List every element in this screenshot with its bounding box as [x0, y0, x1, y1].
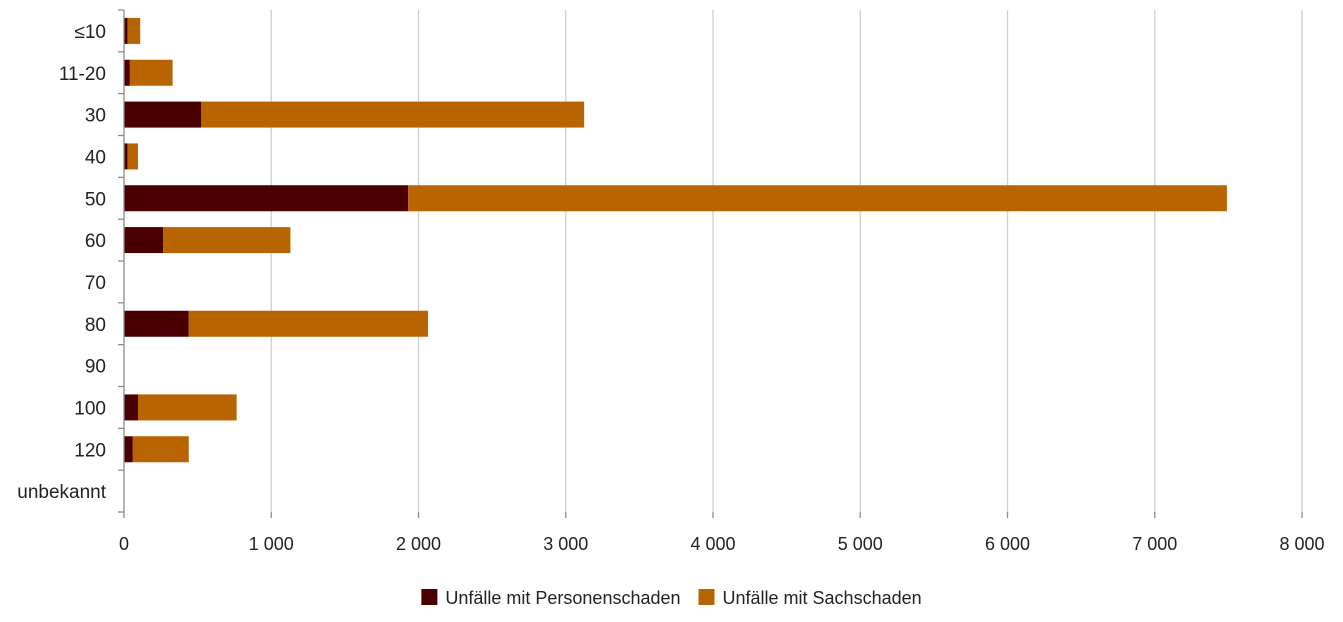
bar-segment-series-2: [137, 394, 237, 421]
bar-segment-series-2: [188, 310, 429, 337]
legend: Unfälle mit Personenschaden Unfälle mit S…: [421, 588, 922, 608]
x-tick-label: 2 000: [396, 534, 441, 554]
legend-label: Unfälle mit Sachschaden: [723, 588, 922, 608]
legend-item: Unfälle mit Personenschaden: [421, 588, 681, 608]
bar-segment-series-1: [124, 227, 164, 254]
bar-segment-series-2: [132, 436, 189, 463]
x-tick-label: 0: [119, 534, 129, 554]
x-tick-label: 1 000: [249, 534, 294, 554]
legend-label: Unfälle mit Personenschaden: [445, 588, 680, 608]
category-label: 60: [85, 231, 106, 252]
gridlines: [270, 10, 1303, 512]
bar-segment-series-2: [408, 185, 1227, 212]
category-label: 120: [74, 440, 106, 461]
x-tick-label: 6 000: [985, 534, 1030, 554]
x-tick-label: 4 000: [690, 534, 735, 554]
legend-swatch: [698, 589, 715, 605]
category-label: 50: [85, 189, 106, 210]
bar-segment-series-2: [129, 59, 173, 86]
bar-segment-series-1: [124, 310, 189, 337]
category-label: unbekannt: [17, 482, 106, 503]
bar-segment-series-2: [127, 143, 138, 170]
bar-segment-series-1: [124, 143, 128, 170]
axes: [118, 9, 1303, 518]
bar-segment-series-1: [124, 59, 130, 86]
bar-segment-series-2: [163, 227, 291, 254]
category-label: 80: [85, 315, 106, 336]
labels: 0 1 000 2 000 3 000 4 000 5 000 6 000 7 000 8 00…: [17, 22, 1324, 554]
legend-swatch: [421, 589, 438, 605]
x-tick-label: 3 000: [543, 534, 588, 554]
bar-segment-series-2: [127, 17, 141, 44]
legend-item: Unfälle mit Sachschaden: [698, 588, 922, 608]
x-tick-label: 7 000: [1132, 534, 1177, 554]
category-label: 90: [85, 357, 106, 378]
x-tick-label: 5 000: [838, 534, 883, 554]
bar-segment-series-1: [124, 436, 133, 463]
category-label: 30: [85, 106, 106, 127]
category-label: 70: [85, 273, 106, 294]
x-tick-label: 8 000: [1279, 534, 1324, 554]
bar-segment-series-1: [124, 185, 409, 212]
bar-segment-series-1: [124, 17, 128, 44]
category-label: 40: [85, 147, 106, 168]
bars: [124, 17, 1227, 463]
bar-segment-series-2: [201, 101, 585, 128]
bar-segment-series-1: [124, 101, 202, 128]
category-label: ≤10: [74, 22, 106, 43]
category-label: 100: [74, 398, 106, 419]
bar-segment-series-1: [124, 394, 138, 421]
category-label: 11-20: [59, 64, 106, 85]
